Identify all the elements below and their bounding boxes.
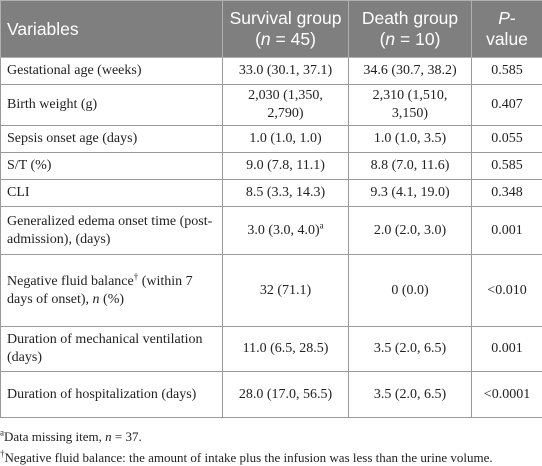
cell: 0.001 — [472, 207, 542, 255]
cell: 0 (0.0) — [349, 255, 472, 327]
text: P — [498, 8, 510, 28]
footnotes: aData missing item, n = 37. †Negative fl… — [0, 418, 542, 466]
footnote: aData missing item, n = 37. — [0, 428, 542, 445]
row: Generalized edema onset time (post-admis… — [1, 207, 542, 255]
footnote: †Negative fluid balance: the amount of i… — [0, 449, 542, 466]
header-row: Variables Survival group (n = 45) Death … — [1, 1, 542, 58]
header-cell: P-value — [472, 1, 542, 58]
cell: 2,030 (1,350, 2,790) — [223, 85, 349, 126]
cell: 9.3 (4.1, 19.0) — [349, 180, 472, 207]
header-cell: Death group (n = 10) — [349, 1, 472, 58]
cell: Duration of hospitalization (days) — [1, 372, 223, 418]
row: Duration of mechanical ventilation (days… — [1, 327, 542, 372]
row: Gestational age (weeks)33.0 (30.1, 37.1)… — [1, 58, 542, 85]
text: n — [385, 29, 395, 49]
text: Negative fluid balance: the amount of in… — [5, 450, 493, 465]
row: Duration of hospitalization (days)28.0 (… — [1, 372, 542, 418]
text: Negative fluid balance — [7, 274, 134, 289]
cell: <0.0001 — [472, 372, 542, 418]
text: Variables — [7, 19, 79, 39]
cell: 33.0 (30.1, 37.1) — [223, 58, 349, 85]
footnote-mark: a — [320, 220, 324, 230]
cell: 0.407 — [472, 85, 542, 126]
text: n — [93, 292, 100, 307]
row: Birth weight (g)2,030 (1,350, 2,790)2,31… — [1, 85, 542, 126]
text: = 45) — [271, 29, 316, 49]
cell: 2.0 (2.0, 3.0) — [349, 207, 472, 255]
cell: 1.0 (1.0, 1.0) — [223, 126, 349, 153]
cell: Negative fluid balance† (within 7 days o… — [1, 255, 223, 327]
text: Data missing item, — [4, 429, 105, 444]
cell: 1.0 (1.0, 3.5) — [349, 126, 472, 153]
cell: 0.585 — [472, 58, 542, 85]
cell: <0.010 — [472, 255, 542, 327]
cell: Generalized edema onset time (post-admis… — [1, 207, 223, 255]
cell: 2,310 (1,510, 3,150) — [349, 85, 472, 126]
cell: 0.001 — [472, 327, 542, 372]
cell: CLI — [1, 180, 223, 207]
cell: S/T (%) — [1, 153, 223, 180]
cell: 11.0 (6.5, 28.5) — [223, 327, 349, 372]
row: S/T (%)9.0 (7.8, 11.1)8.8 (7.0, 11.6)0.5… — [1, 153, 542, 180]
text: = 10) — [395, 29, 440, 49]
text: n — [261, 29, 271, 49]
row: Sepsis onset age (days)1.0 (1.0, 1.0)1.0… — [1, 126, 542, 153]
cell: 0.585 — [472, 153, 542, 180]
text: 3.0 (3.0, 4.0) — [247, 223, 319, 238]
header-cell: Variables — [1, 1, 223, 58]
row: Negative fluid balance† (within 7 days o… — [1, 255, 542, 327]
cell: Birth weight (g) — [1, 85, 223, 126]
data-table: Variables Survival group (n = 45) Death … — [0, 0, 542, 418]
text: (%) — [100, 292, 125, 307]
header-cell: Survival group (n = 45) — [223, 1, 349, 58]
cell: 3.5 (2.0, 6.5) — [349, 372, 472, 418]
cell: 32 (71.1) — [223, 255, 349, 327]
cell: 28.0 (17.0, 56.5) — [223, 372, 349, 418]
cell: 0.348 — [472, 180, 542, 207]
cell: Sepsis onset age (days) — [1, 126, 223, 153]
cell: 3.0 (3.0, 4.0)a — [223, 207, 349, 255]
cell: 8.8 (7.0, 11.6) — [349, 153, 472, 180]
text: = 37. — [112, 429, 142, 444]
cell: Gestational age (weeks) — [1, 58, 223, 85]
cell: 0.055 — [472, 126, 542, 153]
cell: Duration of mechanical ventilation (days… — [1, 327, 223, 372]
cell: 34.6 (30.7, 38.2) — [349, 58, 472, 85]
cell: 8.5 (3.3, 14.3) — [223, 180, 349, 207]
cell: 3.5 (2.0, 6.5) — [349, 327, 472, 372]
cell: 9.0 (7.8, 11.1) — [223, 153, 349, 180]
